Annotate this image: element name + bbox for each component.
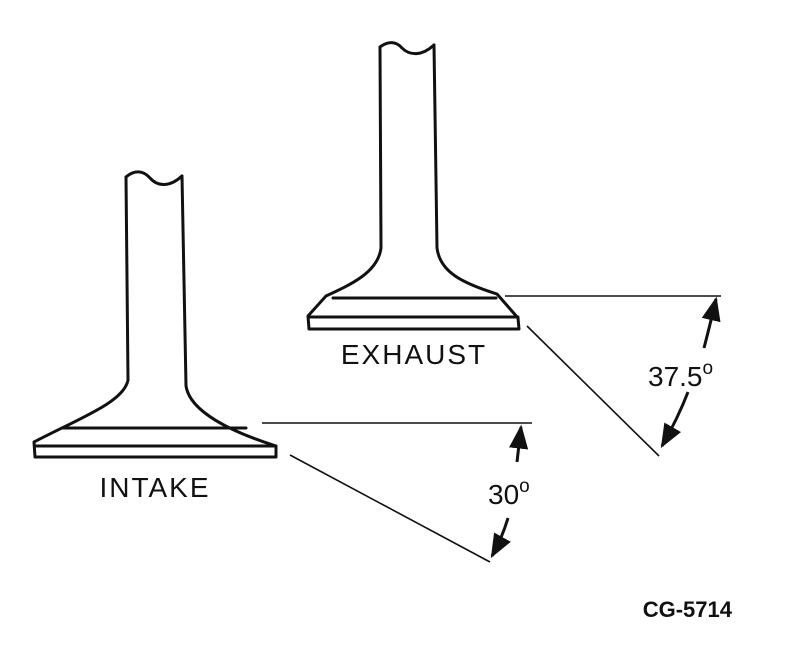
intake-seat-angle-line xyxy=(289,454,491,563)
exhaust-arc-upper xyxy=(701,296,721,349)
exhaust-valve xyxy=(306,41,521,331)
exhaust-valve-body xyxy=(306,43,521,331)
intake-angle-label: 30o xyxy=(488,476,530,510)
intake-angle-value: 30 xyxy=(488,479,519,510)
intake-label: INTAKE xyxy=(99,472,210,503)
exhaust-label: EXHAUST xyxy=(341,339,487,370)
exhaust-angle-guides xyxy=(505,295,721,457)
intake-valve xyxy=(32,170,278,459)
exhaust-angle-degree: o xyxy=(703,358,714,379)
intake-valve-body xyxy=(32,174,278,459)
intake-valve-stem-break xyxy=(124,170,184,186)
exhaust-valve-stem-break xyxy=(378,41,436,56)
exhaust-angle-value: 37.5 xyxy=(648,361,703,392)
intake-angle-arc xyxy=(490,424,529,559)
figure-id: CG-5714 xyxy=(643,597,733,622)
exhaust-angle-arc xyxy=(660,296,721,449)
exhaust-angle-label: 37.5o xyxy=(648,358,713,392)
intake-angle-degree: o xyxy=(519,476,530,497)
exhaust-arc-lower xyxy=(660,391,690,449)
intake-arc-upper xyxy=(509,424,529,463)
intake-angle-guides xyxy=(262,422,532,563)
intake-arc-lower xyxy=(490,517,511,559)
exhaust-seat-angle-line xyxy=(526,325,660,457)
